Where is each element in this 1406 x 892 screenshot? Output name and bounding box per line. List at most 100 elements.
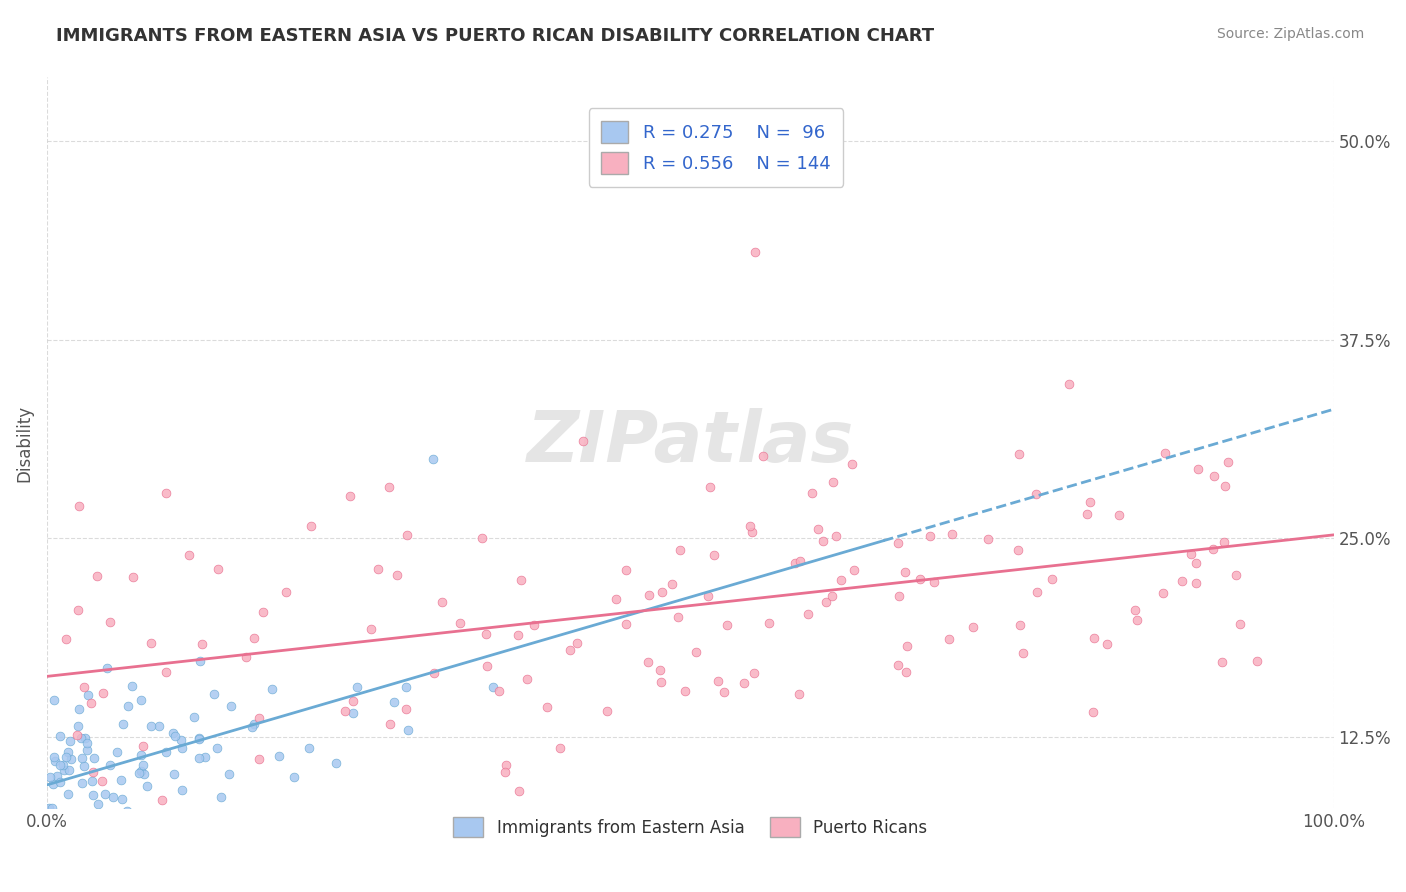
Point bbox=[713, 685, 735, 699]
Point bbox=[1095, 637, 1118, 651]
Point bbox=[243, 717, 266, 731]
Point bbox=[59, 822, 82, 836]
Point bbox=[141, 635, 163, 649]
Point bbox=[60, 752, 83, 766]
Point bbox=[342, 694, 364, 708]
Point bbox=[449, 615, 471, 630]
Point bbox=[385, 568, 408, 582]
Point bbox=[96, 661, 118, 675]
Point bbox=[155, 486, 177, 500]
Point bbox=[894, 665, 917, 680]
Point bbox=[536, 700, 558, 714]
Point bbox=[842, 563, 865, 577]
Point bbox=[65, 728, 87, 742]
Point bbox=[274, 584, 297, 599]
Point bbox=[105, 745, 128, 759]
Point bbox=[252, 605, 274, 619]
Point bbox=[1213, 479, 1236, 493]
Point bbox=[910, 572, 932, 586]
Point bbox=[616, 617, 638, 632]
Point bbox=[218, 767, 240, 781]
Point bbox=[752, 449, 775, 463]
Point bbox=[41, 811, 63, 825]
Point bbox=[49, 729, 72, 743]
Point bbox=[800, 485, 823, 500]
Point bbox=[117, 804, 139, 818]
Point bbox=[395, 680, 418, 694]
Point bbox=[131, 693, 153, 707]
Point bbox=[165, 730, 187, 744]
Point bbox=[1126, 613, 1149, 627]
Point bbox=[741, 525, 763, 540]
Point bbox=[395, 528, 418, 542]
Point bbox=[1187, 462, 1209, 476]
Point bbox=[86, 568, 108, 582]
Point bbox=[787, 687, 810, 701]
Point bbox=[1025, 487, 1047, 501]
Point bbox=[471, 531, 494, 545]
Point bbox=[740, 519, 762, 533]
Point bbox=[733, 676, 755, 690]
Point bbox=[1246, 654, 1268, 668]
Point bbox=[651, 585, 673, 599]
Point bbox=[1040, 572, 1063, 586]
Point bbox=[962, 620, 984, 634]
Point bbox=[614, 564, 637, 578]
Point bbox=[117, 698, 139, 713]
Point bbox=[53, 846, 76, 860]
Point bbox=[172, 741, 194, 756]
Point bbox=[101, 790, 124, 805]
Point bbox=[194, 749, 217, 764]
Point bbox=[669, 542, 692, 557]
Point bbox=[422, 451, 444, 466]
Point bbox=[129, 748, 152, 763]
Point bbox=[661, 576, 683, 591]
Point bbox=[516, 672, 538, 686]
Point bbox=[824, 529, 846, 543]
Point bbox=[1008, 618, 1031, 632]
Point bbox=[1229, 617, 1251, 632]
Point bbox=[666, 610, 689, 624]
Point bbox=[823, 475, 845, 490]
Point bbox=[896, 639, 918, 653]
Point bbox=[482, 680, 505, 694]
Point bbox=[75, 731, 97, 745]
Point bbox=[685, 645, 707, 659]
Point bbox=[783, 556, 806, 570]
Point bbox=[56, 746, 79, 760]
Point bbox=[83, 750, 105, 764]
Point bbox=[1076, 507, 1098, 521]
Point bbox=[378, 480, 401, 494]
Point bbox=[55, 750, 77, 764]
Point bbox=[360, 622, 382, 636]
Point bbox=[48, 758, 70, 772]
Point bbox=[240, 720, 263, 734]
Point bbox=[243, 631, 266, 645]
Point bbox=[637, 655, 659, 669]
Point bbox=[207, 562, 229, 576]
Point bbox=[886, 658, 908, 673]
Point bbox=[548, 740, 571, 755]
Point bbox=[162, 725, 184, 739]
Point bbox=[283, 770, 305, 784]
Point bbox=[742, 666, 765, 681]
Point bbox=[56, 787, 79, 801]
Point bbox=[638, 589, 661, 603]
Point bbox=[475, 658, 498, 673]
Point bbox=[430, 595, 453, 609]
Point bbox=[260, 681, 283, 696]
Point bbox=[82, 774, 104, 789]
Point bbox=[1026, 585, 1049, 599]
Point bbox=[924, 575, 946, 590]
Point bbox=[38, 801, 60, 815]
Y-axis label: Disability: Disability bbox=[15, 404, 32, 482]
Point bbox=[807, 522, 830, 536]
Point bbox=[136, 780, 159, 794]
Point bbox=[523, 617, 546, 632]
Point bbox=[1078, 495, 1101, 509]
Point bbox=[128, 766, 150, 780]
Point bbox=[75, 810, 97, 824]
Point bbox=[367, 561, 389, 575]
Point bbox=[132, 758, 155, 772]
Point bbox=[45, 830, 67, 844]
